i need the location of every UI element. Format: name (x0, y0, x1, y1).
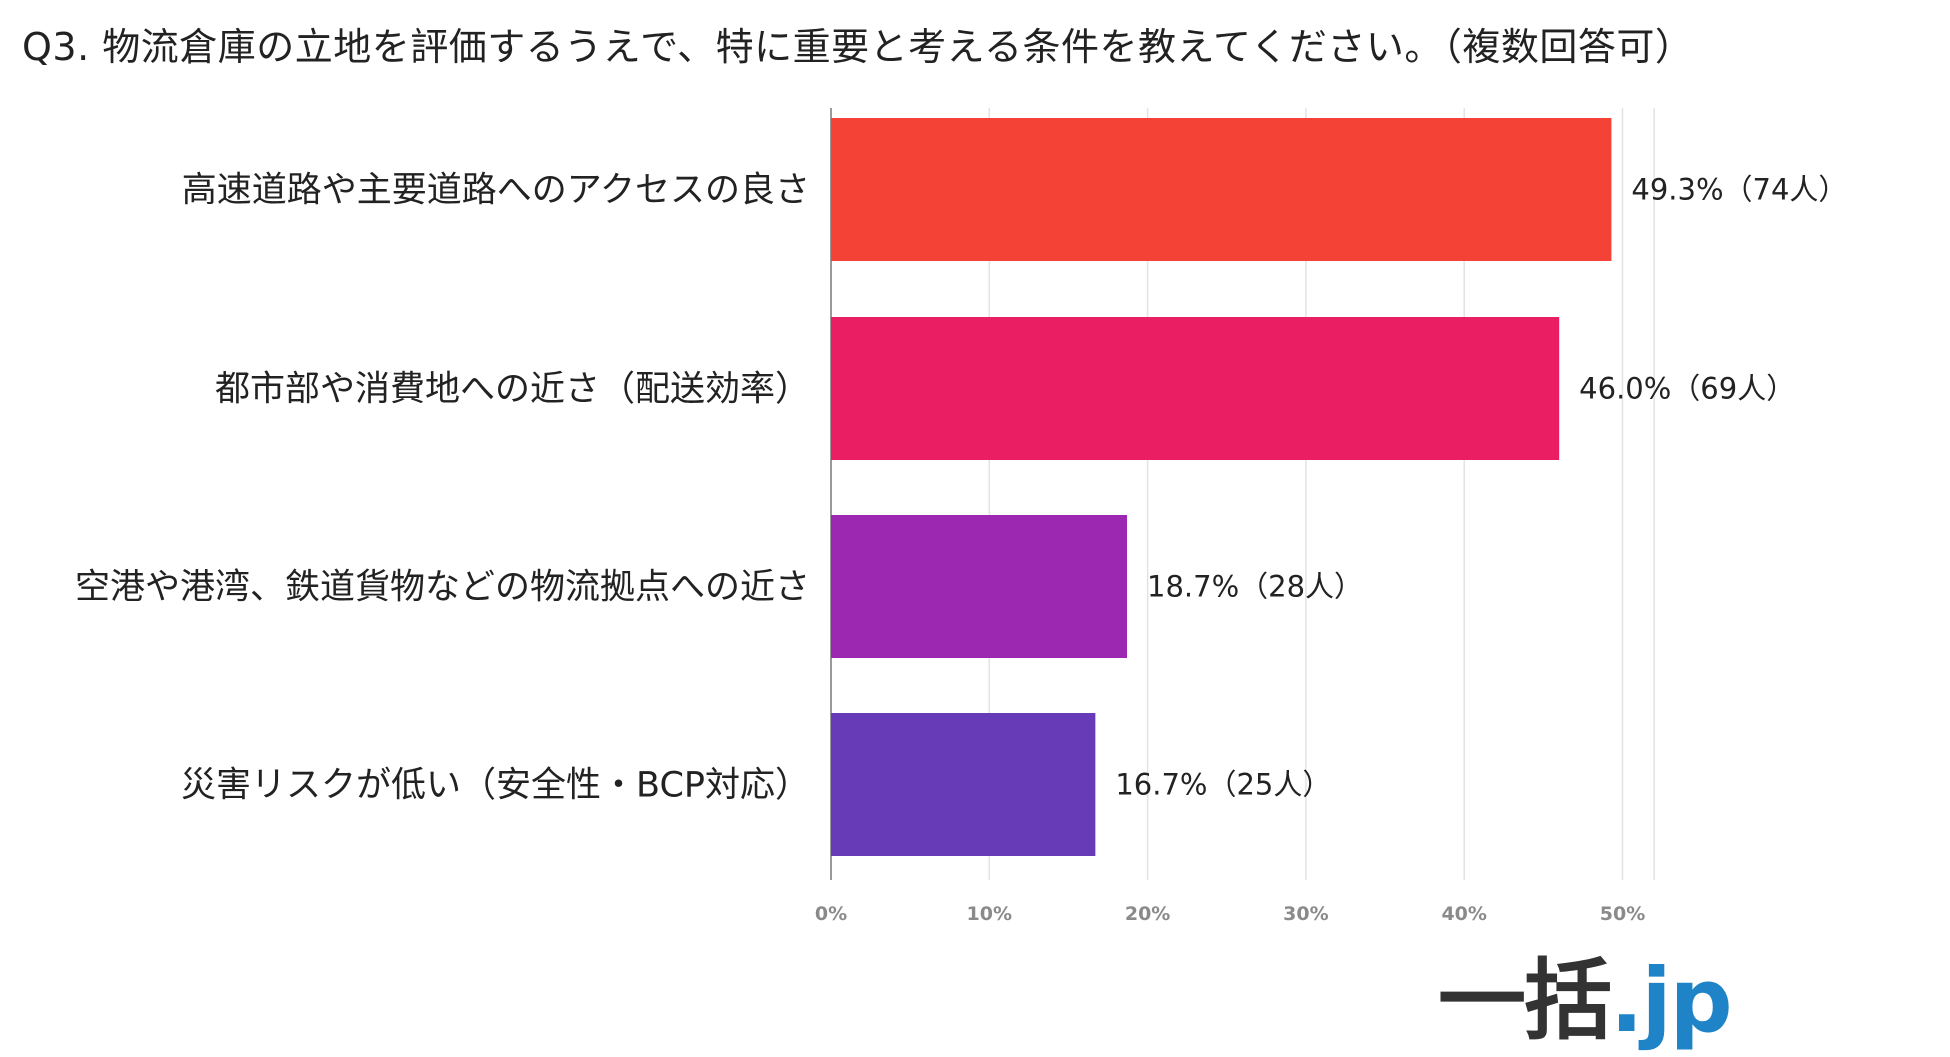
logo-main-text: 一括 (1438, 949, 1612, 1052)
x-tick-label: 40% (1441, 903, 1486, 925)
category-label: 空港や港湾、鉄道貨物などの物流拠点への近さ (75, 568, 810, 608)
bar (831, 713, 1096, 856)
data-label: 18.7%（28人） (1147, 570, 1363, 604)
bars (831, 118, 1612, 856)
data-label: 16.7%（25人） (1115, 768, 1331, 802)
bar (831, 515, 1128, 658)
logo-tld-text: .jp (1610, 949, 1733, 1052)
x-axis-ticks: 0% 10% 20% 30% 40% 50% (815, 903, 1645, 925)
logo: 一括.jp (1438, 930, 1733, 1057)
data-label: 49.3%（74人） (1631, 173, 1847, 207)
bar (831, 118, 1612, 261)
bar (831, 317, 1560, 460)
category-label: 災害リスクが低い（安全性・BCP対応） (181, 766, 810, 806)
labels: 高速道路や主要道路へのアクセスの良さ 49.3%（74人） 都市部や消費地への近さ（… (75, 171, 1847, 806)
category-label: 高速道路や主要道路へのアクセスの良さ (182, 171, 810, 211)
x-tick-label: 0% (815, 903, 847, 925)
x-tick-label: 20% (1125, 903, 1170, 925)
category-label: 都市部や消費地への近さ（配送効率） (215, 370, 810, 410)
chart-title: Q3. 物流倉庫の立地を評価するうえで、特に重要と考える条件を教えてください。（… (22, 25, 1694, 69)
x-tick-label: 10% (967, 903, 1012, 925)
x-tick-label: 30% (1283, 903, 1328, 925)
data-label: 46.0%（69人） (1579, 372, 1795, 406)
x-tick-label: 50% (1600, 903, 1645, 925)
